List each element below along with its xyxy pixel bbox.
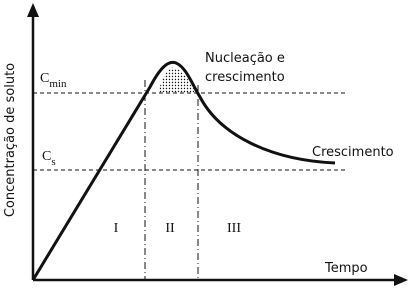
level-sub: min xyxy=(49,78,67,90)
nucleation-label: crescimento xyxy=(205,70,285,85)
nucleation-region xyxy=(158,67,196,93)
stage-label: I xyxy=(114,221,119,236)
level-base: C xyxy=(40,71,49,86)
level-base: C xyxy=(42,149,51,164)
cmin-label: Cmin xyxy=(40,71,67,90)
level-sub: s xyxy=(51,156,55,168)
x-axis-label: Tempo xyxy=(324,261,368,276)
stage-label: II xyxy=(165,221,175,236)
stage-label: III xyxy=(227,221,241,236)
cs-label: Cs xyxy=(42,149,56,168)
growth-label: Crescimento xyxy=(312,145,394,160)
y-arrow xyxy=(27,3,39,17)
nucleation-label: Nucleação e xyxy=(205,51,285,66)
concentration-curve xyxy=(31,60,336,281)
x-arrow xyxy=(394,274,408,286)
y-axis-label: Concentração de soluto xyxy=(3,63,18,217)
